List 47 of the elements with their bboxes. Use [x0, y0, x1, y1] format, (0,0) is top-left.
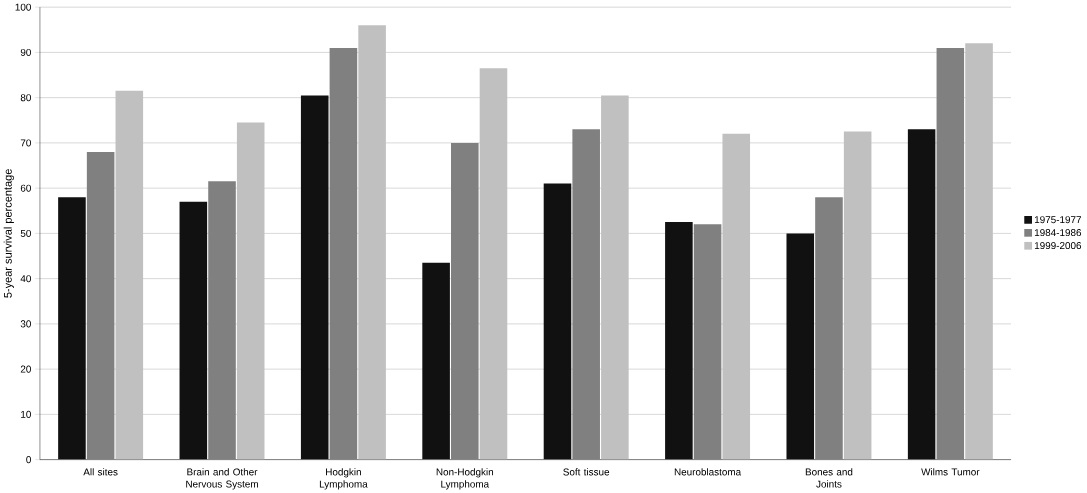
bar: [843, 131, 872, 460]
bar: [722, 133, 751, 460]
bar: [58, 197, 86, 460]
y-tick-label: 50: [20, 229, 31, 237]
x-tick-label: Non-Hodgkin Lymphoma: [436, 468, 494, 490]
bar: [572, 129, 600, 460]
legend-label: 1984-1986: [1034, 229, 1082, 237]
y-tick-label: 60: [20, 184, 31, 192]
x-tick-label: Bones and Joints: [805, 468, 853, 488]
bar: [451, 142, 479, 460]
bar: [786, 233, 815, 460]
y-tick-label: 30: [20, 320, 31, 328]
y-tick-label: 20: [20, 365, 31, 373]
y-tick-label: 70: [20, 139, 31, 147]
x-tick-label: Hodgkin Lymphoma: [319, 468, 368, 490]
bar: [300, 95, 329, 460]
y-tick-label: 40: [20, 275, 31, 283]
bar: [601, 95, 629, 460]
bar: [208, 181, 236, 460]
bar: [479, 68, 508, 460]
y-tick-label: 10: [21, 410, 31, 418]
bar: [86, 151, 115, 460]
bar: [965, 43, 993, 460]
y-axis-title: 5-year survival percentage: [3, 169, 14, 298]
x-tick-label: All sites: [83, 468, 118, 476]
x-tick-label: Neuroblastoma: [674, 468, 742, 476]
bar: [665, 222, 693, 460]
bar: [543, 183, 572, 460]
bar: [907, 129, 936, 460]
bar: [329, 47, 358, 460]
bar: [236, 122, 265, 460]
legend-label: 1975-1977: [1034, 216, 1081, 224]
x-tick-label: Wilms Tumor: [921, 468, 980, 476]
bar: [936, 47, 965, 460]
bar: [179, 201, 208, 460]
bar: [815, 197, 843, 460]
y-tick-label: 80: [20, 94, 31, 102]
bar: [358, 25, 386, 460]
legend-label: 1999-2006: [1034, 241, 1082, 249]
bar: [422, 262, 450, 460]
y-tick-label: 0: [26, 456, 31, 464]
x-tick-label: Brain and Other Nervous System: [186, 468, 258, 490]
bar: [115, 90, 144, 460]
y-tick-label: 90: [20, 48, 31, 56]
x-tick-label: Soft tissue: [563, 468, 610, 476]
y-tick-label: 100: [15, 3, 31, 11]
bar: [693, 224, 722, 460]
